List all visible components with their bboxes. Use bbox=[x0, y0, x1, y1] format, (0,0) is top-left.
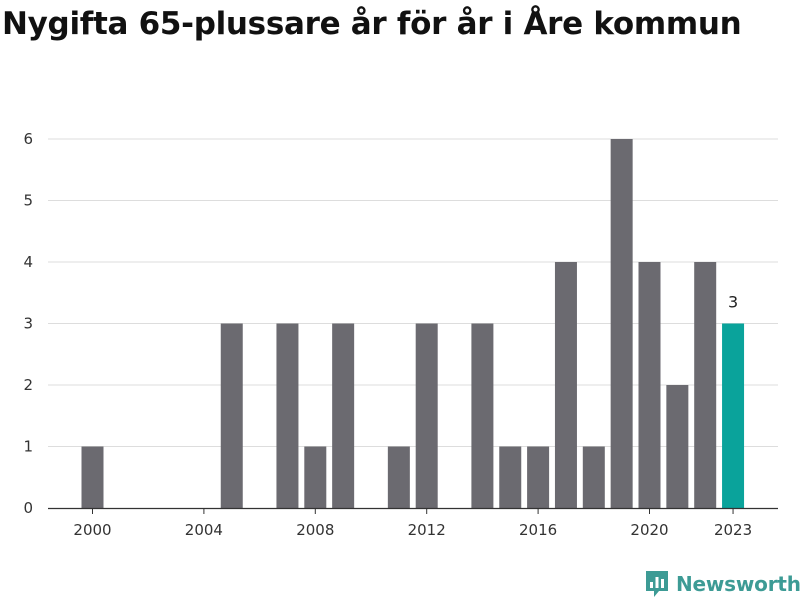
bar-2021 bbox=[666, 385, 689, 508]
bar-2007 bbox=[276, 323, 299, 508]
x-tick-label-2020: 2020 bbox=[630, 521, 668, 539]
bar-2023 bbox=[722, 323, 745, 508]
bar-2019 bbox=[610, 139, 633, 508]
x-tick-label-2012: 2012 bbox=[408, 521, 446, 539]
bar-2020 bbox=[638, 262, 661, 508]
y-tick-label-2: 2 bbox=[23, 376, 33, 394]
chart-title: Nygifta 65-plussare år för år i Åre komm… bbox=[2, 6, 742, 42]
bar-2022 bbox=[694, 262, 717, 508]
data-label-2023: 3 bbox=[728, 293, 738, 312]
x-tick-label-2008: 2008 bbox=[296, 521, 334, 539]
bar-2009 bbox=[332, 323, 355, 508]
y-tick-label-3: 3 bbox=[23, 315, 33, 333]
bar-2016 bbox=[527, 446, 550, 508]
bar-2000 bbox=[81, 446, 104, 508]
bar-2017 bbox=[554, 262, 577, 508]
x-tick-label-2000: 2000 bbox=[73, 521, 111, 539]
gridlines bbox=[48, 138, 778, 447]
brand: Newsworthy bbox=[644, 569, 800, 599]
bars bbox=[81, 139, 745, 508]
y-tick-label-1: 1 bbox=[23, 438, 33, 456]
bar-2011 bbox=[387, 446, 410, 508]
newsworthy-logo-icon bbox=[646, 571, 668, 597]
bar-2012 bbox=[415, 323, 438, 508]
y-tick-label-5: 5 bbox=[23, 192, 33, 210]
x-tick-label-2016: 2016 bbox=[519, 521, 557, 539]
bar-2008 bbox=[304, 446, 327, 508]
y-tick-label-6: 6 bbox=[23, 130, 33, 148]
data-labels: 3 bbox=[728, 293, 738, 312]
y-axis-ticks: 0 1 2 3 4 5 6 bbox=[23, 130, 33, 517]
bar-2015 bbox=[499, 446, 522, 508]
x-tick-label-2023: 2023 bbox=[714, 521, 752, 539]
bar-2014 bbox=[471, 323, 494, 508]
y-tick-label-4: 4 bbox=[23, 253, 33, 271]
y-tick-label-0: 0 bbox=[23, 499, 33, 517]
brand-name: Newsworthy bbox=[676, 572, 800, 596]
bar-2005 bbox=[220, 323, 243, 508]
x-tick-label-2004: 2004 bbox=[185, 521, 223, 539]
x-axis: 2000 2004 2008 2012 2016 2020 2023 bbox=[48, 507, 778, 539]
bar-2018 bbox=[582, 446, 605, 508]
